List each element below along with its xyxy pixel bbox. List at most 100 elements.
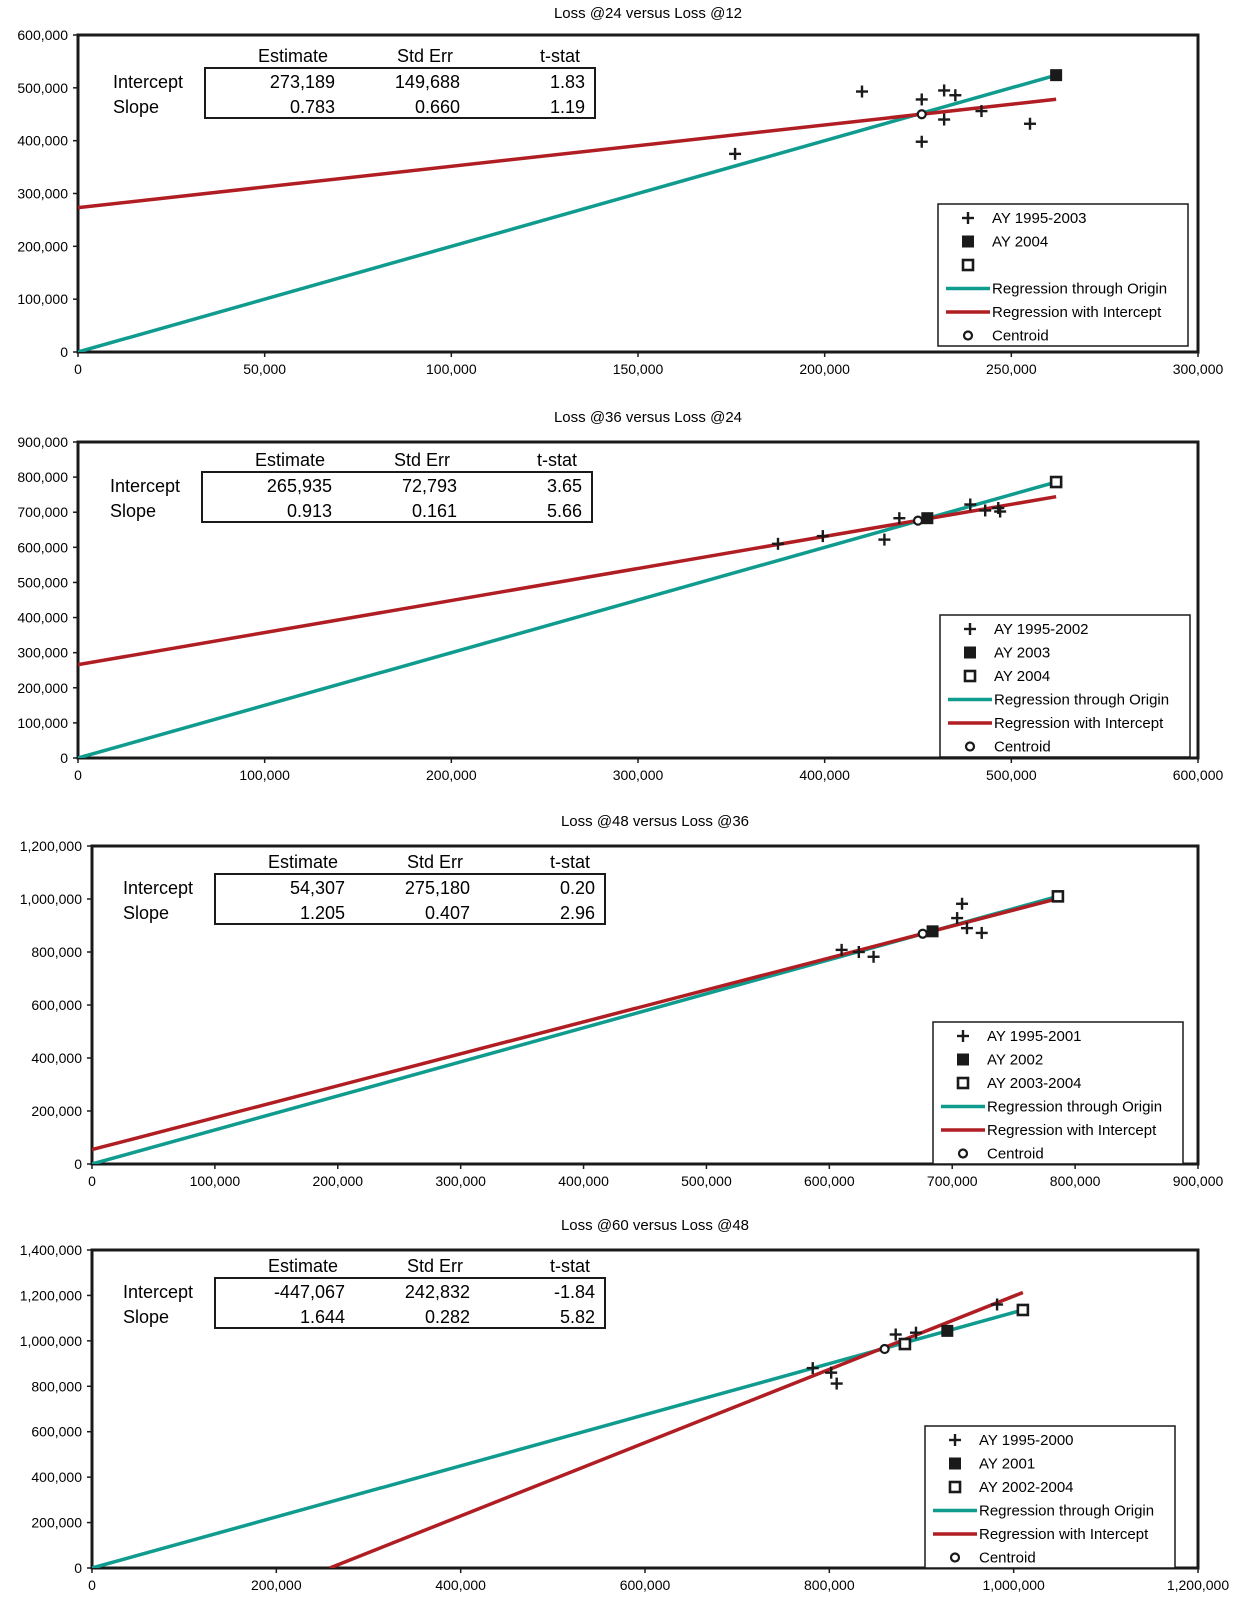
point-plus <box>816 530 829 543</box>
point-circle <box>917 928 928 939</box>
table-header: Estimate <box>268 852 338 872</box>
x-tick-label: 100,000 <box>426 361 477 377</box>
chart-title: Loss @36 versus Loss @24 <box>554 409 742 426</box>
estimate-table: Estimate Std Err t-stat Intercept 54,307 275,… <box>123 852 606 925</box>
table-header: t-stat <box>540 46 580 66</box>
y-tick-label: 900,000 <box>17 434 68 450</box>
x-tick-label: 600,000 <box>620 1577 671 1593</box>
legend-label: AY 1995-2002 <box>994 621 1089 638</box>
legend-marker <box>948 1480 962 1494</box>
legend-label: Regression through Origin <box>992 281 1167 298</box>
x-tick-label: 600,000 <box>1173 767 1224 783</box>
y-tick-label: 1,000,000 <box>20 891 82 907</box>
table-cell: 54,307 <box>290 878 345 898</box>
x-tick-label: 150,000 <box>613 361 664 377</box>
table-cell: 0.407 <box>425 903 470 923</box>
y-tick-label: 800,000 <box>31 1378 82 1394</box>
point-circle <box>916 109 927 120</box>
legend-box <box>939 614 1191 758</box>
point-square-filled <box>941 1324 954 1337</box>
table-header: Estimate <box>268 1256 338 1276</box>
y-tick-label: 600,000 <box>31 1424 82 1440</box>
x-tick-label: 50,000 <box>243 361 286 377</box>
table-cell: 0.20 <box>560 878 595 898</box>
point-square-filled <box>1050 69 1063 82</box>
legend-label: AY 2002-2004 <box>979 1479 1074 1496</box>
point-plus <box>994 505 1007 518</box>
y-tick-label: 400,000 <box>17 133 68 149</box>
legend-label: Regression with Intercept <box>994 715 1164 732</box>
point-plus <box>878 533 891 546</box>
y-tick-label: 200,000 <box>31 1515 82 1531</box>
x-tick-label: 800,000 <box>1050 1173 1101 1189</box>
point-plus <box>852 946 865 958</box>
point-plus <box>956 897 969 910</box>
y-tick-label: 800,000 <box>17 469 68 485</box>
y-tick-label: 1,000,000 <box>20 1333 82 1349</box>
legend-marker <box>949 1552 961 1563</box>
y-tick-label: 300,000 <box>17 186 68 202</box>
legend-marker <box>962 235 974 248</box>
x-tick-label: 1,200,000 <box>1167 1577 1229 1593</box>
y-tick-label: 100,000 <box>17 291 68 307</box>
y-tick-label: 0 <box>74 1560 82 1576</box>
y-tick-label: 400,000 <box>17 610 68 626</box>
y-tick-label: 200,000 <box>31 1103 82 1119</box>
legend-label: AY 1995-2001 <box>987 1028 1082 1045</box>
legend-box <box>937 203 1189 347</box>
table-cell: -447,067 <box>274 1282 345 1302</box>
table-cell: 0.913 <box>287 501 332 521</box>
table-header: Std Err <box>394 450 450 470</box>
table-header: Estimate <box>258 46 328 66</box>
legend-label: AY 1995-2000 <box>979 1432 1074 1449</box>
point-plus <box>909 1326 922 1339</box>
table-header: t-stat <box>550 1256 590 1276</box>
point-plus <box>938 113 951 126</box>
table-cell: 1.205 <box>300 903 345 923</box>
regression-lines <box>78 73 1057 352</box>
point-plus <box>938 84 951 97</box>
table-row-label: Intercept <box>123 878 193 898</box>
point-square-open <box>1016 1303 1030 1317</box>
point-plus <box>964 498 977 511</box>
estimate-table: Estimate Std Err t-stat Intercept -447,067 24… <box>123 1256 606 1329</box>
table-cell: 0.660 <box>415 97 460 117</box>
table-cell: 265,935 <box>267 476 332 496</box>
table-header: Std Err <box>407 1256 463 1276</box>
legend-box <box>932 1021 1184 1165</box>
legend: AY 1995-2003 AY 2004 Regression through Or… <box>937 203 1189 347</box>
y-tick-label: 1,200,000 <box>20 1287 82 1303</box>
point-plus <box>975 926 988 939</box>
legend-label: Regression through Origin <box>979 1503 1154 1520</box>
point-plus <box>772 537 784 550</box>
legend-marker <box>962 330 974 341</box>
legend-marker <box>963 669 977 683</box>
y-tick-label: 600,000 <box>17 27 68 43</box>
y-tick-label: 200,000 <box>17 680 68 696</box>
x-tick-label: 100,000 <box>190 1173 241 1189</box>
legend-label: AY 2004 <box>992 234 1048 251</box>
point-plus <box>867 950 880 963</box>
x-tick-label: 400,000 <box>799 767 850 783</box>
x-tick-label: 700,000 <box>927 1173 978 1189</box>
table-cell: 273,189 <box>270 72 335 92</box>
table-header: t-stat <box>550 852 590 872</box>
point-plus <box>830 1377 843 1390</box>
x-tick-label: 400,000 <box>558 1173 609 1189</box>
table-cell: 5.66 <box>547 501 582 521</box>
point-plus <box>975 105 988 118</box>
point-square-open <box>1049 475 1063 489</box>
table-cell: 1.83 <box>550 72 585 92</box>
point-square-open <box>898 1337 912 1351</box>
point-plus <box>835 943 848 956</box>
x-tick-label: 400,000 <box>435 1577 486 1593</box>
chart-title: Loss @24 versus Loss @12 <box>554 5 742 22</box>
legend-box <box>924 1425 1176 1569</box>
regression-intercept-line <box>78 494 1057 667</box>
y-tick-label: 500,000 <box>17 574 68 590</box>
x-tick-label: 250,000 <box>986 361 1037 377</box>
x-tick-label: 0 <box>88 1173 96 1189</box>
table-box <box>214 873 606 925</box>
legend: AY 1995-2002 AY 2003 AY 2004 Regression thr… <box>939 614 1191 758</box>
table-cell: -1.84 <box>554 1282 595 1302</box>
